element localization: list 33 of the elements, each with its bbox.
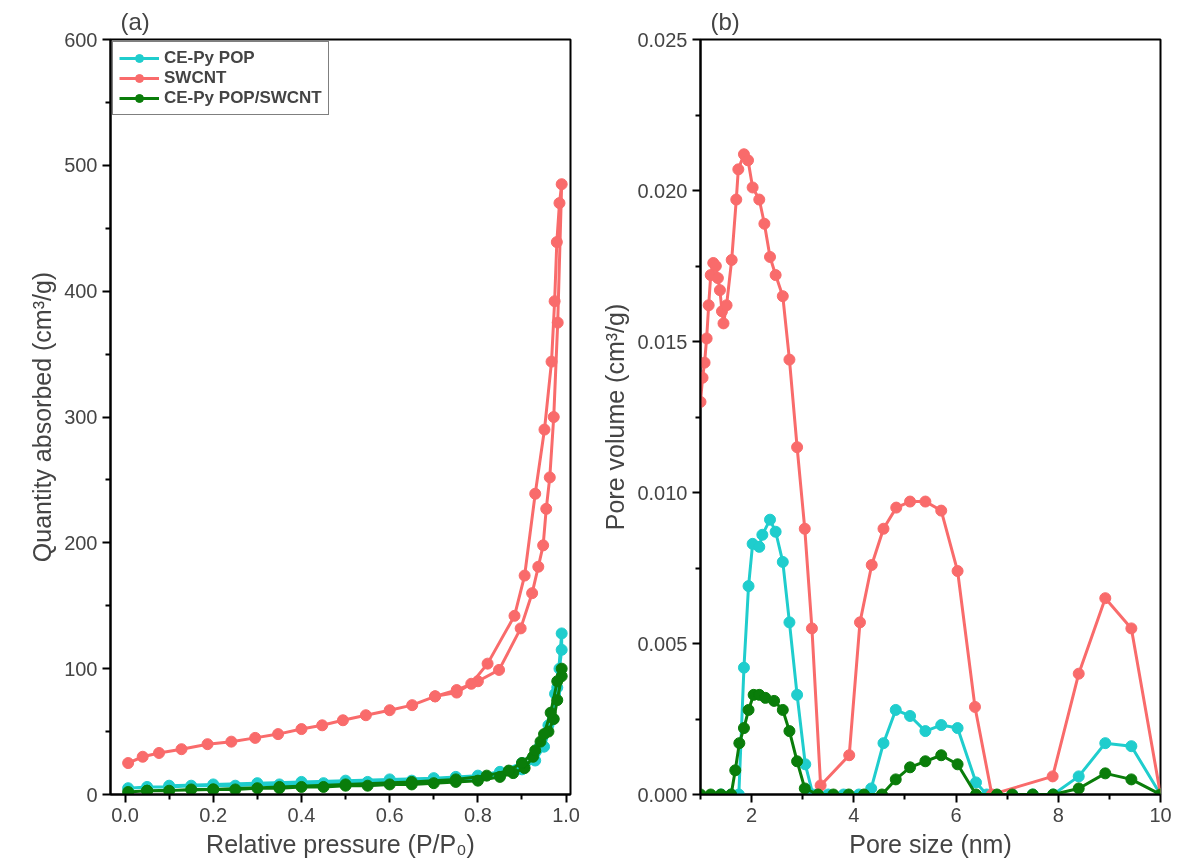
x-tick-label: 1.0 xyxy=(552,803,580,826)
y-tick-label: 0.025 xyxy=(637,28,688,51)
legend-label: CE-Py POP/SWCNT xyxy=(164,88,322,108)
x-tick-label: 6 xyxy=(950,803,962,826)
chart-title: (b) xyxy=(710,7,740,35)
x-tick-label: 10 xyxy=(1149,803,1172,826)
y-tick-label: 0.020 xyxy=(637,179,688,202)
y-tick-label: 0.010 xyxy=(637,481,688,504)
x-axis-title: Pore size (nm) xyxy=(849,829,1012,858)
y-tick-label: 600 xyxy=(64,28,98,51)
chart-title: (a) xyxy=(120,7,150,35)
y-axis-title: Quantity absorbed (cm³/g) xyxy=(28,271,57,563)
x-tick-label: 0.4 xyxy=(287,803,316,826)
y-tick-label: 500 xyxy=(64,154,98,177)
x-axis-title: Relative pressure (P/P₀) xyxy=(206,829,475,858)
y-tick-label: 300 xyxy=(64,406,98,428)
legend-label: SWCNT xyxy=(164,68,227,88)
y-tick-label: 0.015 xyxy=(637,330,688,353)
x-tick-label: 0.8 xyxy=(463,803,492,826)
y-axis-title: Pore volume (cm³/g) xyxy=(601,303,630,531)
y-tick-label: 400 xyxy=(64,280,98,303)
x-tick-label: 0.0 xyxy=(111,803,139,826)
x-tick-label: 0.2 xyxy=(199,803,228,826)
x-tick-label: 4 xyxy=(848,803,860,826)
y-tick-label: 200 xyxy=(64,531,98,554)
y-tick-label: 0.000 xyxy=(637,783,688,806)
legend-label: CE-Py POP xyxy=(164,48,255,68)
y-tick-label: 100 xyxy=(64,657,98,680)
y-tick-label: 0 xyxy=(86,783,98,806)
x-tick-label: 2 xyxy=(746,803,758,826)
y-tick-label: 0.005 xyxy=(637,632,688,655)
x-tick-label: 0.6 xyxy=(375,803,404,826)
x-tick-label: 8 xyxy=(1052,803,1064,826)
